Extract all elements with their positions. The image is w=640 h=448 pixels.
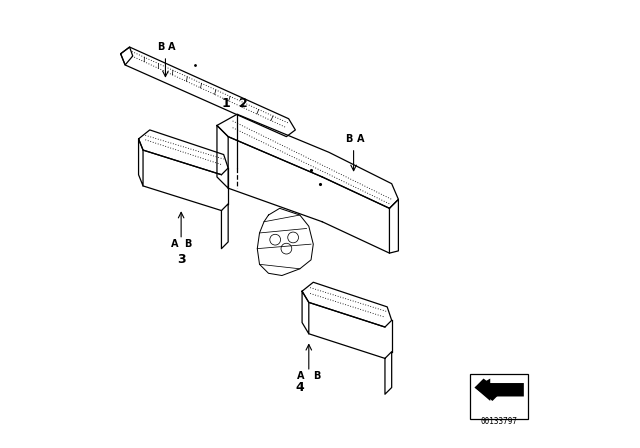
Bar — [470, 374, 528, 419]
Polygon shape — [475, 379, 524, 401]
Text: 4: 4 — [296, 381, 304, 394]
Text: B: B — [313, 371, 320, 381]
Text: A: A — [168, 42, 175, 52]
Text: 1: 1 — [221, 96, 230, 110]
Polygon shape — [475, 379, 502, 401]
Text: 3: 3 — [177, 253, 186, 267]
Text: 00133797: 00133797 — [481, 417, 518, 426]
Text: B: B — [184, 239, 191, 249]
Text: A: A — [356, 134, 364, 144]
Text: A: A — [171, 239, 178, 249]
Text: B: B — [346, 134, 353, 144]
Text: A: A — [298, 371, 305, 381]
Text: B: B — [157, 42, 164, 52]
Text: 2: 2 — [239, 96, 248, 110]
